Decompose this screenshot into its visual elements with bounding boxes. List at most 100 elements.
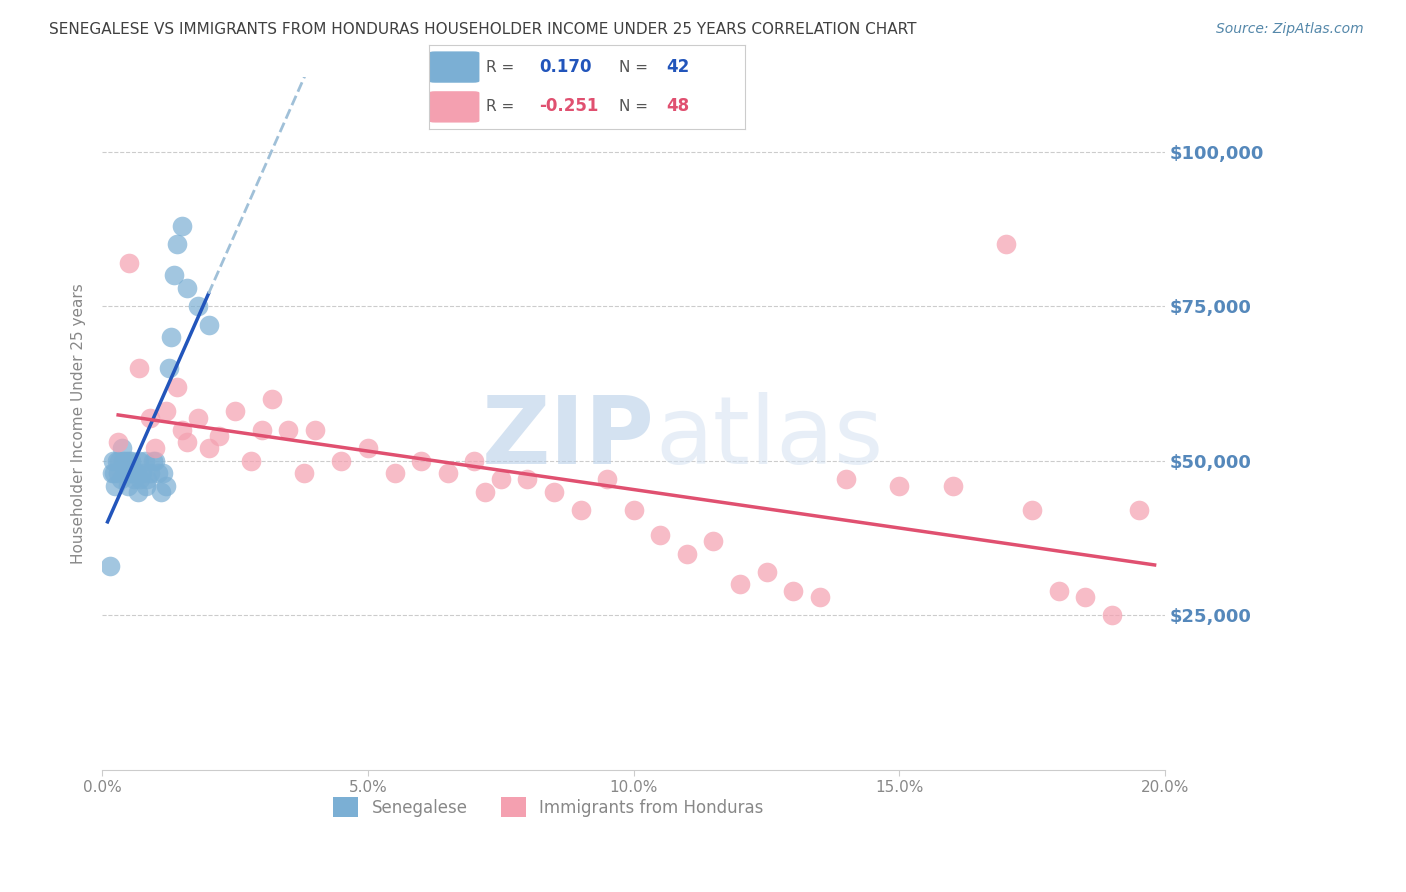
Text: atlas: atlas [655, 392, 883, 483]
FancyBboxPatch shape [429, 52, 479, 83]
Text: R =: R = [486, 99, 515, 114]
Point [120, 454, 142, 468]
Point [101, 466, 124, 480]
Point [543, 484, 565, 499]
Point [224, 404, 246, 418]
Point [118, 466, 141, 480]
Point [128, 454, 150, 468]
Point [474, 484, 496, 499]
Point [889, 478, 911, 492]
Text: 48: 48 [666, 97, 689, 115]
Point [170, 423, 193, 437]
Point [330, 454, 353, 468]
Point [136, 472, 159, 486]
Point [117, 478, 139, 492]
Point [262, 392, 284, 406]
Point [122, 472, 145, 486]
Point [103, 466, 125, 480]
Point [139, 410, 162, 425]
Point [111, 442, 134, 456]
Point [160, 330, 183, 344]
Text: -0.251: -0.251 [540, 97, 599, 115]
Text: R =: R = [486, 60, 515, 75]
Point [118, 454, 141, 468]
Point [149, 484, 172, 499]
Text: ZIP: ZIP [482, 392, 655, 483]
Text: SENEGALESE VS IMMIGRANTS FROM HONDURAS HOUSEHOLDER INCOME UNDER 25 YEARS CORRELA: SENEGALESE VS IMMIGRANTS FROM HONDURAS H… [49, 22, 917, 37]
Point [277, 423, 299, 437]
Point [166, 237, 188, 252]
Point [146, 466, 169, 480]
Point [755, 565, 778, 579]
Point [489, 472, 512, 486]
Point [292, 466, 315, 480]
Point [127, 484, 149, 499]
Point [105, 454, 128, 468]
Point [187, 410, 209, 425]
Point [808, 590, 831, 604]
Point [782, 583, 804, 598]
Point [436, 466, 458, 480]
Point [942, 478, 965, 492]
Point [104, 478, 127, 492]
Point [304, 423, 326, 437]
Point [197, 318, 219, 332]
Point [115, 454, 138, 468]
FancyBboxPatch shape [429, 91, 479, 122]
Text: 0.170: 0.170 [540, 59, 592, 77]
Point [142, 454, 165, 468]
Point [208, 429, 231, 443]
Point [569, 503, 592, 517]
Point [384, 466, 406, 480]
Point [129, 472, 152, 486]
Point [128, 361, 150, 376]
Point [176, 281, 198, 295]
Point [187, 299, 209, 313]
Point [135, 478, 157, 492]
Point [112, 454, 135, 468]
Point [1074, 590, 1097, 604]
Point [125, 466, 148, 480]
Point [650, 528, 672, 542]
Point [139, 466, 162, 480]
Point [155, 404, 177, 418]
Point [1047, 583, 1070, 598]
Point [1128, 503, 1150, 517]
Point [118, 256, 141, 270]
Point [411, 454, 433, 468]
Point [110, 472, 132, 486]
Point [152, 466, 174, 480]
Point [122, 466, 145, 480]
Point [143, 442, 166, 456]
Point [463, 454, 485, 468]
Point [728, 577, 751, 591]
Point [107, 466, 129, 480]
Point [357, 442, 380, 456]
Point [516, 472, 538, 486]
Point [623, 503, 645, 517]
Point [176, 435, 198, 450]
Legend: Senegalese, Immigrants from Honduras: Senegalese, Immigrants from Honduras [326, 790, 770, 824]
Text: Source: ZipAtlas.com: Source: ZipAtlas.com [1216, 22, 1364, 37]
Point [157, 361, 180, 376]
Text: N =: N = [619, 99, 648, 114]
Point [835, 472, 858, 486]
Point [155, 478, 177, 492]
Point [1101, 608, 1123, 623]
Point [250, 423, 273, 437]
Point [1021, 503, 1043, 517]
Text: 42: 42 [666, 59, 689, 77]
Point [166, 379, 188, 393]
Point [101, 454, 124, 468]
Point [702, 534, 724, 549]
Point [994, 237, 1017, 252]
Point [131, 466, 153, 480]
Point [240, 454, 263, 468]
Point [114, 466, 136, 480]
Point [107, 435, 129, 450]
Point [143, 454, 166, 468]
Point [170, 219, 193, 233]
Point [108, 454, 131, 468]
Point [134, 454, 156, 468]
Text: N =: N = [619, 60, 648, 75]
